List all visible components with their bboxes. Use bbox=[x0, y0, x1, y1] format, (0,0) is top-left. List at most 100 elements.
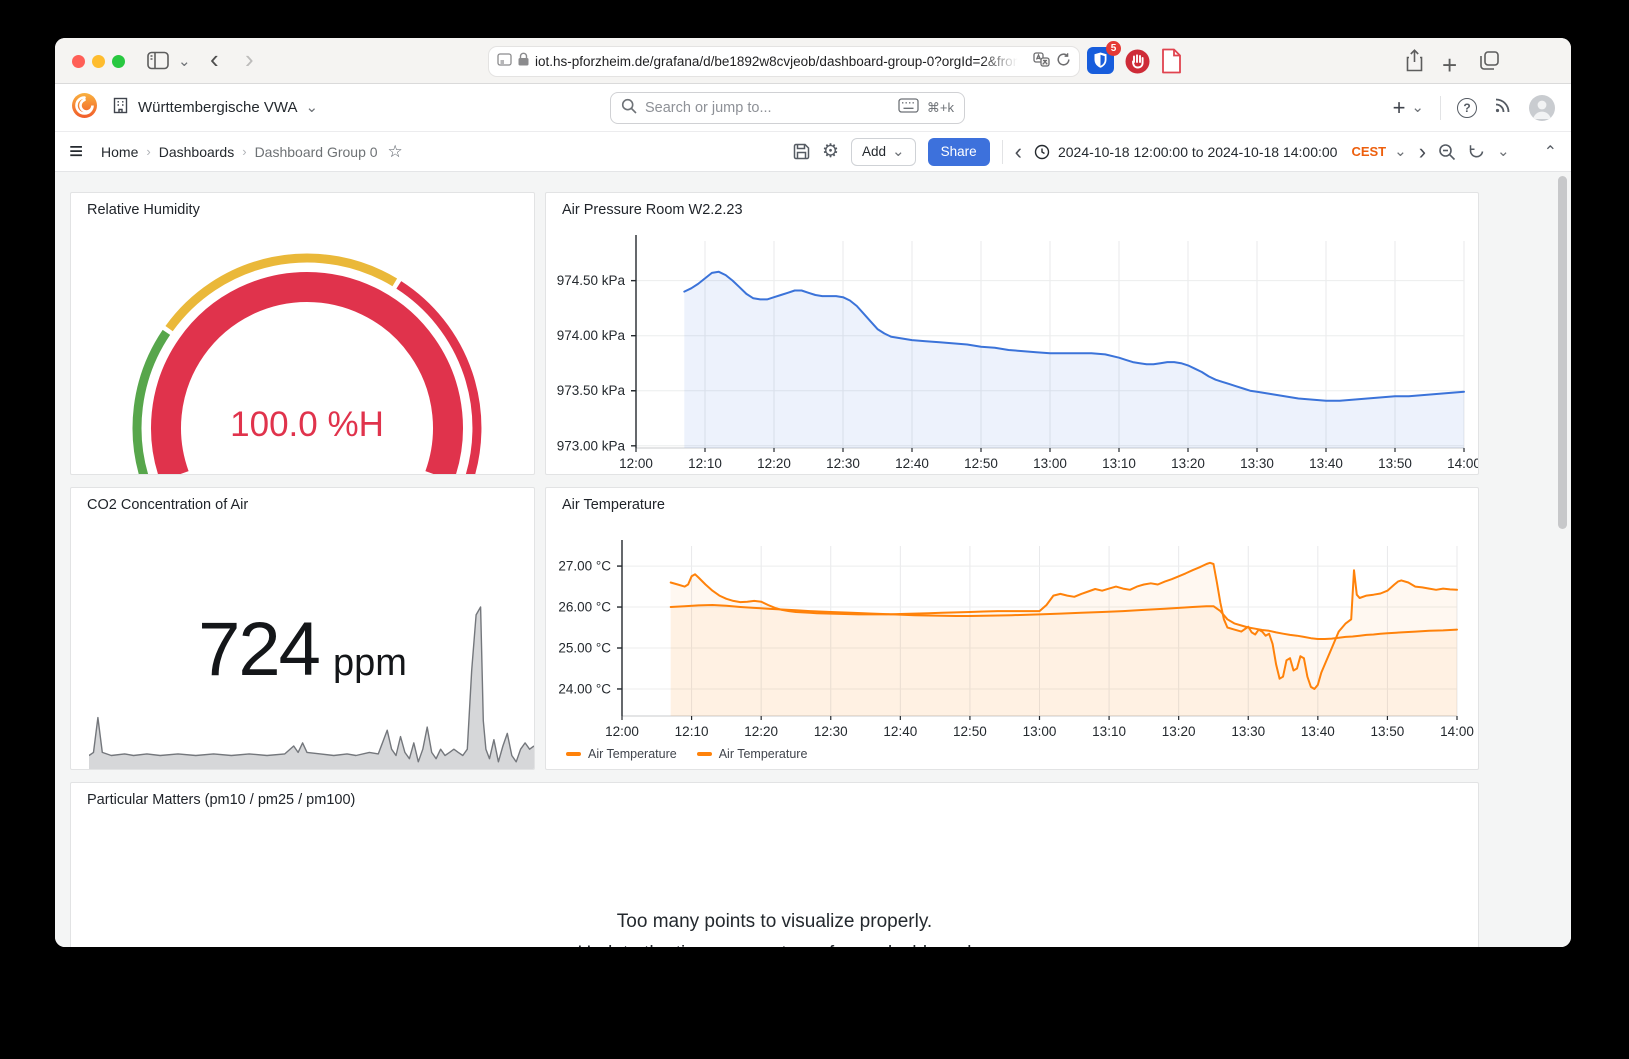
panel-title[interactable]: Air Pressure Room W2.2.23 bbox=[562, 202, 743, 218]
svg-text:12:00: 12:00 bbox=[619, 456, 653, 471]
svg-text:12:00: 12:00 bbox=[605, 724, 639, 739]
reload-icon[interactable] bbox=[1056, 52, 1071, 72]
plus-icon: + bbox=[1392, 94, 1406, 120]
share-button-label: Share bbox=[940, 144, 977, 159]
time-shift-back-button[interactable]: ‹ bbox=[1014, 138, 1022, 164]
nav-divider bbox=[1440, 95, 1441, 120]
search-icon bbox=[621, 98, 637, 119]
svg-text:12:10: 12:10 bbox=[675, 724, 709, 739]
timezone-label: CEST bbox=[1351, 144, 1387, 159]
panel-air-temperature[interactable]: Air Temperature 27.00 °C 26.00 °C 25.00 °C… bbox=[545, 487, 1479, 770]
document-extension-button[interactable] bbox=[1161, 48, 1182, 74]
keyboard-icon bbox=[898, 98, 919, 118]
svg-text:13:30: 13:30 bbox=[1231, 724, 1265, 739]
tab-overview-button[interactable] bbox=[1479, 50, 1500, 71]
time-picker-chevron-down-icon: ⌄ bbox=[1394, 143, 1407, 160]
add-chevron-down-icon: ⌄ bbox=[892, 143, 905, 160]
building-icon bbox=[112, 97, 129, 119]
new-tab-button[interactable]: + bbox=[1442, 50, 1458, 80]
window-minimize-button[interactable] bbox=[92, 55, 105, 68]
legend-item[interactable]: Air Temperature bbox=[566, 747, 677, 761]
back-button[interactable]: ‹ bbox=[210, 44, 219, 74]
svg-text:27.00 °C: 27.00 °C bbox=[558, 559, 611, 574]
svg-text:12:40: 12:40 bbox=[895, 456, 929, 471]
bitwarden-extension-button[interactable]: 5 bbox=[1087, 41, 1121, 79]
share-button[interactable] bbox=[1405, 49, 1424, 72]
translate-icon[interactable] bbox=[1033, 51, 1050, 72]
dashboard-settings-button[interactable]: ⚙ bbox=[821, 141, 840, 162]
mega-menu-button[interactable]: ≡ bbox=[69, 137, 84, 165]
add-button[interactable]: Add ⌄ bbox=[851, 137, 916, 166]
breadcrumb-dashboards[interactable]: Dashboards bbox=[158, 143, 235, 160]
breadcrumb-home[interactable]: Home bbox=[101, 143, 139, 160]
pm-warning-message-line2: Update the time parameters of your dashb… bbox=[71, 943, 1478, 947]
share-dashboard-button[interactable]: Share bbox=[927, 137, 990, 166]
favorite-star-button[interactable]: ☆ bbox=[387, 141, 403, 161]
air-temperature-chart: 27.00 °C 26.00 °C 25.00 °C 24.00 °C 12:00 12:… bbox=[558, 540, 1474, 739]
sidebar-chevron-down-icon[interactable]: ⌄ bbox=[178, 53, 191, 70]
legend-label: Air Temperature bbox=[588, 747, 677, 761]
reader-mode-icon[interactable] bbox=[497, 52, 512, 71]
svg-text:13:50: 13:50 bbox=[1378, 456, 1412, 471]
time-shift-forward-button[interactable]: › bbox=[1418, 138, 1427, 164]
panel-air-pressure[interactable]: Air Pressure Room W2.2.23 974.50 kPa 974.… bbox=[545, 192, 1479, 475]
svg-text:973.00 kPa: 973.00 kPa bbox=[557, 438, 626, 453]
svg-text:13:20: 13:20 bbox=[1162, 724, 1196, 739]
time-range-picker[interactable]: 2024-10-18 12:00:00 to 2024-10-18 14:00:… bbox=[1034, 144, 1407, 160]
search-placeholder: Search or jump to... bbox=[645, 100, 772, 116]
refresh-interval-chevron-down-icon[interactable]: ⌄ bbox=[1497, 143, 1510, 160]
forward-button[interactable]: › bbox=[245, 44, 254, 74]
svg-text:12:20: 12:20 bbox=[757, 456, 791, 471]
svg-text:24.00 °C: 24.00 °C bbox=[558, 681, 611, 696]
news-rss-button[interactable] bbox=[1493, 95, 1513, 120]
org-switcher[interactable]: Württembergische VWA bbox=[138, 99, 298, 116]
svg-text:974.00 kPa: 974.00 kPa bbox=[557, 328, 626, 343]
search-input[interactable]: Search or jump to... ⌘+k bbox=[610, 92, 965, 124]
content-blocker-extension-button[interactable] bbox=[1125, 49, 1150, 74]
humidity-gauge: 100.0 %H bbox=[132, 253, 482, 474]
search-shortcut: ⌘+k bbox=[926, 100, 954, 115]
address-bar[interactable]: iot.hs-pforzheim.de/grafana/d/be1892w8cv… bbox=[488, 46, 1080, 77]
panel-co2-concentration[interactable]: CO2 Concentration of Air 724 ppm bbox=[70, 487, 535, 770]
new-menu-chevron-down-icon: ⌄ bbox=[1411, 99, 1424, 116]
url-text-wrap: iot.hs-pforzheim.de/grafana/d/be1892w8cv… bbox=[535, 52, 1027, 71]
user-avatar[interactable] bbox=[1529, 94, 1555, 121]
page-scrollbar[interactable] bbox=[1558, 176, 1567, 943]
grafana-nav: Württembergische VWA ⌄ Search or jump to… bbox=[55, 84, 1571, 132]
window-zoom-button[interactable] bbox=[112, 55, 125, 68]
legend-swatch bbox=[566, 752, 581, 756]
panel-relative-humidity[interactable]: Relative Humidity 100.0 %H bbox=[70, 192, 535, 475]
org-chevron-down-icon[interactable]: ⌄ bbox=[305, 99, 319, 116]
browser-window: ⌄ ‹ › iot.hs-pforzheim.de/grafana/d/be18… bbox=[55, 38, 1571, 947]
svg-text:14:00: 14:00 bbox=[1440, 724, 1474, 739]
grafana-logo[interactable] bbox=[71, 92, 98, 124]
svg-text:13:10: 13:10 bbox=[1092, 724, 1126, 739]
save-dashboard-button[interactable] bbox=[793, 143, 810, 160]
add-button-label: Add bbox=[862, 144, 887, 159]
co2-number: 724 bbox=[198, 607, 321, 692]
panel-particular-matters[interactable]: Particular Matters (pm10 / pm25 / pm100)… bbox=[70, 782, 1479, 947]
collapse-bars-button[interactable]: ⌃ bbox=[1543, 143, 1557, 161]
lock-icon bbox=[518, 52, 529, 71]
sidebar-toggle-button[interactable] bbox=[147, 51, 169, 70]
breadcrumb-separator: › bbox=[146, 144, 151, 159]
panel-title[interactable]: Air Temperature bbox=[562, 497, 665, 513]
help-button[interactable]: ? bbox=[1457, 97, 1477, 118]
panel-title[interactable]: Particular Matters (pm10 / pm25 / pm100) bbox=[87, 792, 356, 808]
scrollbar-thumb[interactable] bbox=[1558, 176, 1567, 529]
legend-item[interactable]: Air Temperature bbox=[696, 747, 807, 761]
co2-sparkline bbox=[89, 606, 534, 769]
zoom-out-time-button[interactable] bbox=[1438, 143, 1456, 161]
svg-text:13:20: 13:20 bbox=[1171, 456, 1205, 471]
panel-title[interactable]: CO2 Concentration of Air bbox=[87, 497, 249, 513]
svg-text:13:40: 13:40 bbox=[1309, 456, 1343, 471]
svg-text:26.00 °C: 26.00 °C bbox=[558, 600, 611, 615]
url-fade bbox=[981, 52, 1027, 71]
new-menu-button[interactable]: + ⌄ bbox=[1392, 94, 1424, 120]
svg-text:13:30: 13:30 bbox=[1240, 456, 1274, 471]
co2-unit: ppm bbox=[332, 642, 407, 684]
panel-title[interactable]: Relative Humidity bbox=[87, 202, 200, 218]
window-close-button[interactable] bbox=[72, 55, 85, 68]
refresh-button[interactable] bbox=[1468, 143, 1485, 160]
svg-text:12:20: 12:20 bbox=[744, 724, 778, 739]
